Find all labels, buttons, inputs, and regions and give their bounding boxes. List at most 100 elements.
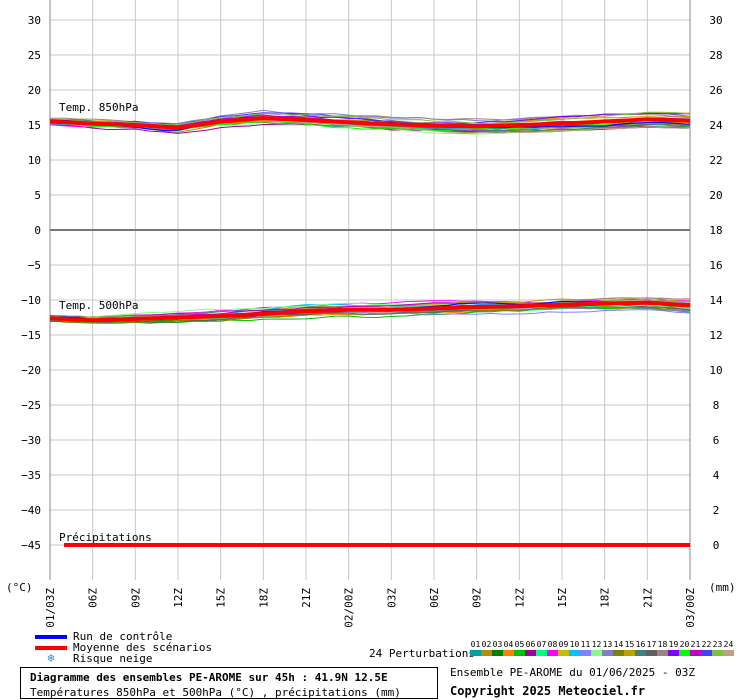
perturbation-swatch (646, 650, 657, 656)
perturbation-number: 15 (624, 640, 635, 649)
x-tick-label: 18Z (257, 588, 270, 608)
x-tick-label: 03/00Z (684, 588, 697, 628)
left-tick-label: −25 (21, 399, 41, 412)
x-tick-label: 03Z (385, 588, 398, 608)
perturbation-number: 08 (547, 640, 558, 649)
left-tick-label: −15 (21, 329, 41, 342)
perturbation-number: 11 (580, 640, 591, 649)
right-tick-label: 12 (709, 329, 722, 342)
perturbation-number: 01 (470, 640, 481, 649)
series-mean-t850 (49, 116, 691, 130)
legend: Run de contrôle Moyenne des scénarios ❄ R… (35, 631, 255, 667)
left-axis-unit: (°C) (6, 581, 33, 594)
perturbation-swatch (558, 650, 569, 656)
perturbation-swatch (481, 650, 492, 656)
x-tick-label: 21Z (641, 588, 654, 608)
left-tick-label: −10 (21, 294, 41, 307)
annotation-precip: Précipitations (59, 531, 152, 544)
x-tick-label: 15Z (556, 588, 569, 608)
x-tick-label: 02/00Z (343, 588, 356, 628)
perturbation-number: 24 (723, 640, 734, 649)
x-tick-label: 09Z (471, 588, 484, 608)
right-tick-label: 28 (709, 49, 722, 62)
right-tick-label: 16 (709, 259, 722, 272)
perturbation-swatch (668, 650, 679, 656)
perturbation-number: 12 (591, 640, 602, 649)
perturbation-number: 03 (492, 640, 503, 649)
perturbation-number: 05 (514, 640, 525, 649)
x-tick-label: 18Z (599, 588, 612, 608)
right-tick-label: 20 (709, 189, 722, 202)
left-tick-label: −35 (21, 469, 41, 482)
x-tick-label: 01/03Z (44, 588, 57, 628)
legend-control-run: Run de contrôle (35, 631, 172, 642)
left-tick-label: 5 (34, 189, 41, 202)
perturbation-swatch (536, 650, 547, 656)
left-axis-ticks: 30 25 20 15 10 5 0 −5 −10 −15 −20 −25 −30 −35 −40 −45 (21, 14, 41, 552)
left-tick-label: −5 (28, 259, 41, 272)
perturbation-swatch (492, 650, 503, 656)
perturbation-swatch (613, 650, 624, 656)
x-axis-ticks: 01/03Z 06Z 09Z 12Z 15Z 18Z 21Z 02/00Z 03Z 06Z 09Z 1… (44, 588, 697, 628)
perturbation-swatch (602, 650, 613, 656)
perturbation-number: 14 (613, 640, 624, 649)
x-tick-label: 12Z (513, 588, 526, 608)
legend-control-label: Run de contrôle (73, 630, 173, 643)
perturbation-number: 23 (712, 640, 723, 649)
perturbation-swatch (525, 650, 536, 656)
perturbation-number: 04 (503, 640, 514, 649)
x-tick-label: 06Z (428, 588, 441, 608)
left-tick-label: 20 (28, 84, 41, 97)
perturbation-swatch (470, 650, 481, 656)
chart-series (49, 116, 691, 547)
legend-snow-label: Risque neige (73, 652, 153, 665)
perturbation-swatch (591, 650, 602, 656)
ensemble-members (49, 109, 691, 324)
perturbation-swatch (580, 650, 591, 656)
right-tick-label: 26 (709, 84, 722, 97)
perturbation-number: 02 (481, 640, 492, 649)
legend-snow: ❄ Risque neige (35, 652, 153, 665)
annotation-t850: Temp. 850hPa (59, 101, 138, 114)
copyright: Copyright 2025 Meteociel.fr (450, 684, 646, 698)
series-mean-t500 (49, 300, 691, 323)
perturbation-swatch (569, 650, 580, 656)
perturbation-swatch (547, 650, 558, 656)
left-tick-label: 0 (34, 224, 41, 237)
right-tick-label: 0 (713, 539, 720, 552)
right-tick-label: 8 (713, 399, 720, 412)
right-tick-label: 18 (709, 224, 722, 237)
perturbation-number: 06 (525, 640, 536, 649)
x-tick-label: 06Z (87, 588, 100, 608)
perturbation-swatch (503, 650, 514, 656)
chart-title: Diagramme des ensembles PE-AROME sur 45h… (30, 671, 388, 684)
right-tick-label: 2 (713, 504, 720, 517)
left-tick-label: −30 (21, 434, 41, 447)
perturbation-number: 10 (569, 640, 580, 649)
x-tick-label: 12Z (172, 588, 185, 608)
chart-grid (49, 0, 691, 580)
ensemble-member-line (49, 111, 691, 126)
perturbation-swatch (679, 650, 690, 656)
right-axis-unit: (mm) (709, 581, 736, 594)
perturbation-swatch (624, 650, 635, 656)
right-tick-label: 24 (709, 119, 723, 132)
perturbation-swatch (701, 650, 712, 656)
chart-subtitle: Températures 850hPa et 500hPa (°C) , pré… (30, 686, 401, 699)
perturbation-swatch (723, 650, 734, 656)
perturbation-number: 13 (602, 640, 613, 649)
perturbation-swatch (657, 650, 668, 656)
perturbation-number: 16 (635, 640, 646, 649)
right-tick-label: 14 (709, 294, 723, 307)
perturbation-number: 19 (668, 640, 679, 649)
perturbation-number: 07 (536, 640, 547, 649)
left-tick-label: 25 (28, 49, 41, 62)
perturbations-label: 24 Perturbations (369, 647, 475, 660)
legend-mean-label: Moyenne des scénarios (73, 641, 213, 654)
annotation-t500: Temp. 500hPa (59, 299, 138, 312)
right-tick-label: 22 (709, 154, 722, 167)
run-info: Ensemble PE-AROME du 01/06/2025 - 03Z (450, 666, 696, 679)
x-tick-label: 21Z (300, 588, 313, 608)
right-tick-label: 30 (709, 14, 722, 27)
